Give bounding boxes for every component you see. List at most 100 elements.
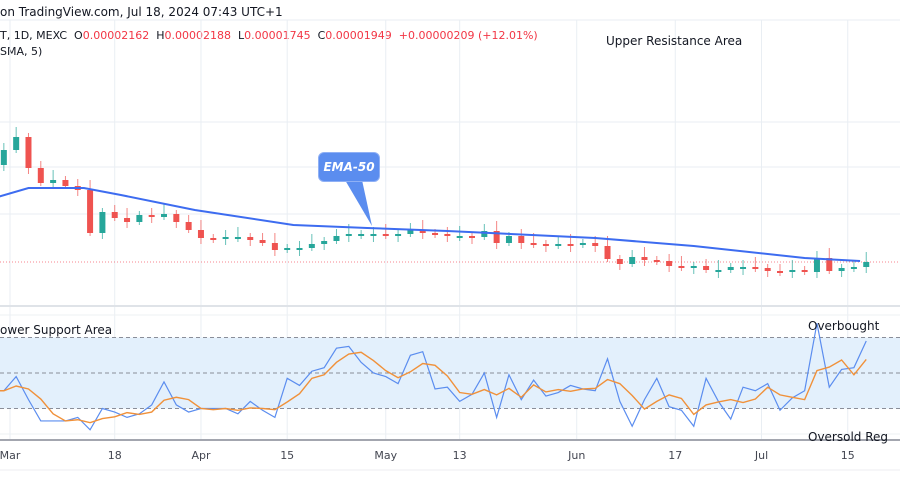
candle-body [592,243,599,246]
candle-body [850,267,857,269]
candle-body [345,234,352,236]
candle-body [358,234,365,236]
candle-body [493,231,500,243]
candle-body [740,267,747,269]
open-label: O [74,29,83,42]
x-tick-label: Jun [568,449,586,462]
candle-body [616,259,623,264]
candle-body [727,267,734,270]
candle-body [456,236,463,238]
candle-body [469,236,475,238]
candle-body [481,231,488,237]
candle-body [284,248,291,250]
candle-body [161,214,167,217]
x-tick-label: 15 [280,449,295,462]
indicator-legend: SMA, 5) [0,45,43,58]
low-value: 0.00001745 [244,29,311,42]
candle-body [37,168,44,183]
candle-body [308,244,315,248]
upper-resistance-label: Upper Resistance Area [606,34,743,48]
candle-body [542,244,549,246]
candle-body [395,234,402,236]
close-label: C [317,29,326,42]
x-tick-label: Mar [0,449,21,462]
candle-body [863,262,870,267]
candle-body [604,246,611,259]
candle-body [653,260,660,262]
close-value: 0.00001949 [325,29,392,42]
low-label: L [237,29,245,42]
x-tick-label: 17 [668,449,683,462]
candle-body [444,234,451,236]
candle-body [234,237,241,239]
candle-body [222,237,229,239]
candle-body [173,214,180,222]
candle-body [801,270,808,272]
candle-body [752,267,759,269]
candle-body [764,268,771,271]
symbol-label: T, 1D, MEXC [0,29,68,42]
candle-body [333,236,340,241]
ohlc-legend: T, 1D, MEXC O0.00002162 H0.00002188 L0.0… [0,29,538,42]
candle-body [25,137,32,168]
x-tick-label: Apr [191,449,211,462]
candle-body [50,180,57,183]
candle-body [666,261,673,266]
x-tick-label: 15 [840,449,855,462]
ema-callout: EMA-50 [318,152,380,182]
candle-body [13,137,20,150]
candle-body [259,240,266,243]
candle-body [197,230,204,238]
candle-body [247,237,254,240]
oversold-label: Oversold Reg [808,430,889,444]
candle-body [813,258,820,272]
candle-body [703,266,710,270]
candle-body [370,234,377,236]
candle-body [0,150,7,165]
high-label: H [156,29,165,42]
candle-body [148,215,155,217]
candle-body [641,257,648,260]
overbought-label: Overbought [808,319,880,333]
candle-body [124,218,131,222]
chart-source-caption: on TradingView.com, Jul 18, 2024 07:43 U… [0,5,283,19]
rsi-sma-line [0,351,867,424]
candle-body [567,244,574,246]
candle-body [210,238,217,240]
x-tick-label: May [374,449,398,462]
candle-body [715,270,722,272]
candle-body [826,258,833,271]
ema-callout-pointer [345,180,372,226]
candle-body [185,222,192,230]
candle-body [777,271,783,273]
high-value: 0.00002188 [164,29,231,42]
candle-body [789,270,796,272]
x-tick-label: 13 [452,449,467,462]
x-tick-label: 18 [107,449,122,462]
change-value: +0.00000209 (+12.01%) [398,29,538,42]
candle-body [296,248,303,250]
candle-body [419,230,426,233]
candle-body [382,234,389,236]
candle-body [136,215,143,222]
candle-body [838,268,845,271]
open-value: 0.00002162 [82,29,150,42]
candle-body [271,243,278,250]
lower-support-label: ower Support Area [0,323,113,337]
x-tick-label: Jul [754,449,769,462]
candle-body [432,233,439,235]
candle-body [99,212,106,233]
candle-body [555,244,562,246]
candle-body [111,212,118,218]
candle-body [678,266,685,268]
candle-body [518,236,525,243]
candle-body [407,230,414,234]
candle-body [87,190,94,233]
candle-body [629,257,636,264]
candle-body [62,180,69,186]
candle-body [690,266,697,268]
candle-body [530,243,537,245]
ema50-line [0,187,861,262]
candle-body [321,241,328,244]
